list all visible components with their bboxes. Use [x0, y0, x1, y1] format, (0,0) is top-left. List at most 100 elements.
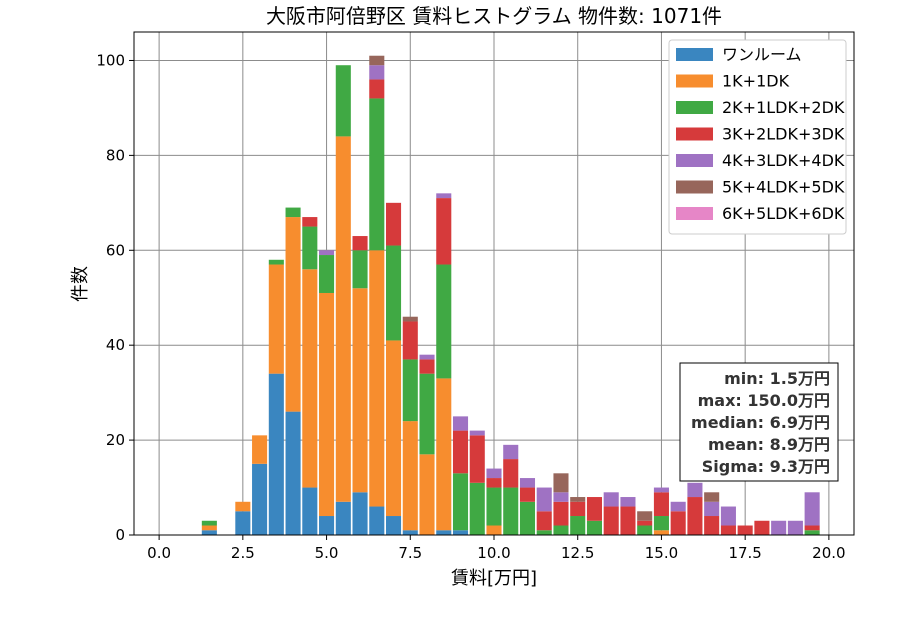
x-tick-label: 10.0	[477, 544, 510, 562]
bar-segment-series0-bin6	[302, 487, 318, 535]
bar-segment-series3-bin20	[536, 511, 552, 531]
bar-segment-series5-bin21	[553, 473, 569, 493]
bar-segment-series3-bin29	[687, 497, 703, 535]
bar-segment-series4-bin24	[603, 492, 619, 507]
bar-segment-series2-bin20	[536, 530, 552, 535]
bar-segment-series0-bin15	[452, 530, 469, 535]
bars	[201, 55, 820, 535]
x-tick-label: 5.0	[315, 544, 339, 562]
bar-segment-series1-bin7	[319, 292, 335, 517]
bar-segment-series0-bin0	[201, 530, 217, 535]
stat-min: min: 1.5万円	[724, 369, 830, 388]
y-tick-label: 20	[106, 431, 125, 449]
bar-segment-series4-bin13	[419, 354, 435, 360]
bar-segment-series4-bin14	[436, 193, 452, 199]
bar-segment-series4-bin30	[704, 501, 720, 517]
bar-segment-series2-bin17	[486, 487, 502, 526]
bar-segment-series5-bin30	[704, 492, 720, 502]
bar-segment-series0-bin5	[285, 411, 301, 535]
bar-segment-series0-bin10	[369, 506, 385, 535]
bar-segment-series4-bin36	[804, 492, 820, 526]
bar-segment-series4-bin29	[687, 482, 703, 498]
bar-segment-series2-bin21	[553, 525, 569, 535]
y-tick-label: 80	[106, 146, 125, 164]
bar-segment-series2-bin23	[586, 520, 602, 535]
bar-segment-series3-bin19	[519, 487, 536, 502]
bar-segment-series4-bin21	[553, 492, 569, 502]
bar-segment-series3-bin13	[419, 359, 435, 374]
legend-swatch	[676, 180, 713, 194]
y-axis: 0 20 40 60 80 100	[96, 51, 134, 544]
legend-label: 3K+2LDK+3DK	[722, 125, 845, 144]
bar-segment-series2-bin5	[285, 207, 301, 218]
bar-segment-series0-bin12	[402, 530, 418, 535]
bar-segment-series3-bin18	[503, 459, 519, 488]
legend-swatch	[676, 127, 713, 141]
bar-segment-series2-bin27	[653, 516, 669, 531]
bar-segment-series3-bin9	[352, 236, 368, 251]
bar-segment-series2-bin16	[469, 482, 485, 535]
bar-segment-series2-bin8	[335, 65, 351, 137]
bar-segment-series1-bin8	[335, 136, 351, 502]
bar-segment-series0-bin9	[352, 492, 368, 535]
bar-segment-series3-bin30	[704, 516, 720, 535]
bar-segment-series4-bin34	[771, 520, 787, 535]
bar-segment-series2-bin26	[637, 525, 653, 535]
bar-segment-series4-bin27	[653, 487, 669, 493]
x-tick-label: 17.5	[728, 544, 761, 562]
bar-segment-series0-bin14	[436, 530, 452, 535]
bar-segment-series1-bin17	[486, 525, 502, 535]
bar-segment-series2-bin19	[519, 501, 536, 535]
bar-segment-series4-bin17	[486, 468, 502, 479]
bar-segment-series2-bin9	[352, 250, 368, 289]
bar-segment-series3-bin14	[436, 198, 452, 265]
bar-segment-series3-bin27	[653, 492, 669, 517]
bar-segment-series2-bin10	[369, 98, 385, 251]
x-axis: 0.0 2.5 5.0 7.5 10.0 12.5 15.0 17.5 20.0	[147, 535, 846, 562]
legend-swatch	[676, 74, 713, 88]
stat-mean: mean: 8.9万円	[708, 435, 830, 454]
bar-segment-series2-bin14	[436, 264, 452, 379]
bar-segment-series5-bin12	[402, 316, 418, 322]
x-tick-label: 12.5	[561, 544, 594, 562]
bar-segment-series2-bin11	[386, 245, 402, 341]
bar-segment-series1-bin4	[268, 264, 284, 374]
bar-segment-series1-bin6	[302, 269, 318, 488]
bar-segment-series2-bin6	[302, 226, 318, 270]
legend-label: 1K+1DK	[722, 72, 790, 91]
stats-box-frame	[679, 362, 839, 482]
bar-segment-series1-bin10	[369, 250, 385, 507]
bar-segment-series2-bin4	[268, 259, 284, 265]
bar-segment-series5-bin26	[637, 511, 653, 521]
stat-max: max: 150.0万円	[698, 391, 830, 410]
legend-label: 4K+3LDK+4DK	[722, 151, 845, 170]
x-tick-label: 20.0	[812, 544, 845, 562]
bar-segment-series4-bin15	[452, 416, 469, 431]
legend-swatch	[676, 48, 713, 61]
bar-segment-series3-bin26	[637, 520, 653, 526]
bar-segment-series0-bin8	[335, 501, 351, 535]
stat-sigma: Sigma: 9.3万円	[702, 457, 830, 476]
bar-segment-series2-bin0	[201, 520, 217, 526]
bar-segment-series1-bin12	[402, 421, 418, 531]
bar-segment-series4-bin18	[503, 444, 519, 460]
bar-segment-series4-bin20	[536, 487, 552, 512]
y-tick-label: 0	[115, 526, 125, 544]
bar-segment-series1-bin9	[352, 288, 368, 493]
y-tick-label: 40	[106, 336, 125, 354]
stat-median: median: 6.9万円	[691, 413, 830, 432]
bar-segment-series3-bin25	[620, 506, 636, 535]
bar-segment-series4-bin31	[720, 506, 736, 526]
chart-title: 大阪市阿倍野区 賃料ヒストグラム 物件数: 1071件	[266, 4, 722, 28]
bar-segment-series2-bin13	[419, 373, 435, 455]
bar-segment-series2-bin12	[402, 359, 418, 422]
bar-segment-series3-bin17	[486, 478, 502, 488]
bar-segment-series3-bin23	[586, 497, 602, 521]
legend-box	[668, 39, 847, 235]
bar-segment-series3-bin32	[737, 525, 753, 535]
bar-segment-series3-bin6	[302, 217, 318, 227]
bar-segment-series3-bin11	[386, 202, 402, 246]
bar-segment-series1-bin11	[386, 340, 402, 517]
bar-segment-series4-bin16	[469, 430, 485, 436]
